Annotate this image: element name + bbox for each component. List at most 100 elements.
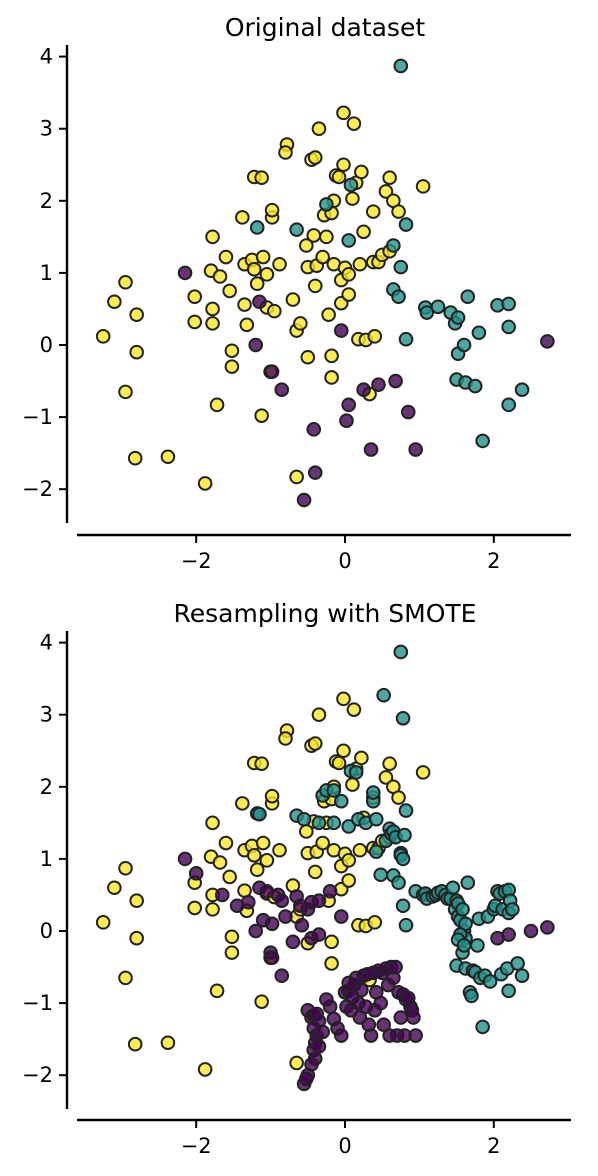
- scatter-point: [160, 1035, 176, 1051]
- x-tick-label: 0: [338, 549, 351, 573]
- scatter-point: [239, 317, 255, 333]
- scatter-point: [249, 220, 265, 235]
- scatter-point: [386, 238, 401, 253]
- scatter-point: [354, 164, 369, 180]
- scatter-point: [393, 259, 409, 275]
- scatter-point: [324, 370, 339, 385]
- scatter-point: [456, 938, 472, 953]
- scatter-point: [540, 334, 555, 349]
- scatter-point: [307, 278, 323, 294]
- original-dataset-panel: Original dataset −2 −1 0 1 2 3 4 −2 0 2: [22, 13, 571, 573]
- scatter-point: [341, 397, 357, 413]
- scatter-point: [278, 145, 293, 160]
- x-tick-label: 2: [487, 1134, 500, 1158]
- scatter-point: [326, 783, 342, 798]
- scatter-point: [246, 847, 262, 863]
- y-tick-label: 0: [40, 333, 53, 357]
- scatter-point: [252, 806, 267, 822]
- y-tick-label: −2: [22, 1063, 53, 1087]
- scatter-point: [391, 289, 406, 304]
- scatter-point: [254, 408, 269, 423]
- scatter-point: [222, 283, 237, 299]
- chart-title: Original dataset: [225, 13, 425, 42]
- scatter-point: [408, 442, 423, 457]
- scatter-point: [373, 867, 389, 883]
- scatter-point: [95, 329, 111, 344]
- scatter-point: [365, 204, 381, 219]
- scatter-point: [382, 170, 397, 186]
- scatter-point: [460, 289, 476, 304]
- scatter-point: [311, 1039, 327, 1054]
- scatter-point: [237, 297, 252, 312]
- scatter-point: [307, 465, 323, 480]
- scatter-point: [307, 736, 323, 751]
- scatter-point: [391, 875, 406, 890]
- scatter-point: [510, 956, 525, 971]
- scatter-point: [343, 177, 359, 193]
- y-tick-label: 4: [40, 631, 53, 655]
- scatter-point: [393, 1010, 409, 1025]
- scatter-point: [246, 261, 262, 277]
- scatter-point: [348, 765, 364, 780]
- scatter-point: [177, 265, 193, 281]
- scatter-point: [333, 909, 349, 924]
- scatter-point: [267, 303, 282, 319]
- scatter-point: [160, 449, 176, 465]
- scatter-point: [333, 793, 349, 809]
- scatter-point: [222, 869, 237, 885]
- scatter-point: [205, 229, 220, 245]
- scatter-point: [464, 988, 479, 1004]
- scatter-point: [378, 770, 394, 785]
- scatter-point: [467, 378, 483, 394]
- y-tick-label: 0: [40, 919, 53, 943]
- scatter-point: [197, 476, 213, 491]
- scatter-point: [296, 811, 312, 827]
- scatter-point: [419, 305, 435, 320]
- scatter-point: [95, 915, 111, 930]
- scatter-point: [224, 343, 240, 359]
- scatter-points: [95, 58, 555, 508]
- scatter-point: [285, 934, 301, 950]
- scatter-point: [363, 442, 379, 457]
- scatter-point: [311, 815, 327, 831]
- scatter-point: [264, 202, 280, 218]
- scatter-point: [205, 301, 220, 317]
- scatter-point: [470, 938, 485, 953]
- y-tick-label: 3: [40, 703, 53, 727]
- scatter-point: [311, 893, 327, 909]
- scatter-point: [188, 866, 204, 881]
- scatter-point: [209, 397, 225, 413]
- scatter-point: [352, 256, 368, 272]
- scatter-point: [336, 691, 351, 707]
- scatter-point: [249, 276, 265, 292]
- scatter-point: [336, 743, 351, 759]
- scatter-point: [311, 927, 327, 942]
- scatter-point: [218, 835, 234, 851]
- scatter-point: [368, 844, 384, 859]
- scatter-point: [352, 842, 368, 858]
- scatter-point: [333, 1028, 349, 1043]
- scatter-point: [505, 902, 520, 917]
- y-tick-label: 3: [40, 117, 53, 141]
- scatter-point: [249, 862, 265, 878]
- scatter-point: [187, 900, 203, 916]
- y-tick-label: 4: [40, 45, 53, 69]
- scatter-point: [289, 1055, 304, 1071]
- scatter-point: [336, 157, 351, 173]
- scatter-point: [315, 835, 330, 851]
- scatter-point: [540, 920, 555, 935]
- scatter-point: [326, 815, 342, 831]
- scatter-point: [235, 210, 250, 225]
- x-tick-label: 0: [338, 1134, 351, 1158]
- scatter-point: [264, 788, 280, 804]
- scatter-point: [252, 294, 267, 310]
- scatter-point: [345, 191, 360, 206]
- scatter-point: [356, 224, 371, 240]
- smote-resampling-panel: Resampling with SMOTE −2 −1 0 1 2 3 4 −2 0 2: [22, 599, 571, 1158]
- scatter-point: [118, 384, 133, 400]
- scatter-point: [127, 1036, 143, 1052]
- scatter-point: [341, 233, 357, 248]
- scatter-point: [209, 983, 225, 999]
- scatter-point: [346, 702, 362, 717]
